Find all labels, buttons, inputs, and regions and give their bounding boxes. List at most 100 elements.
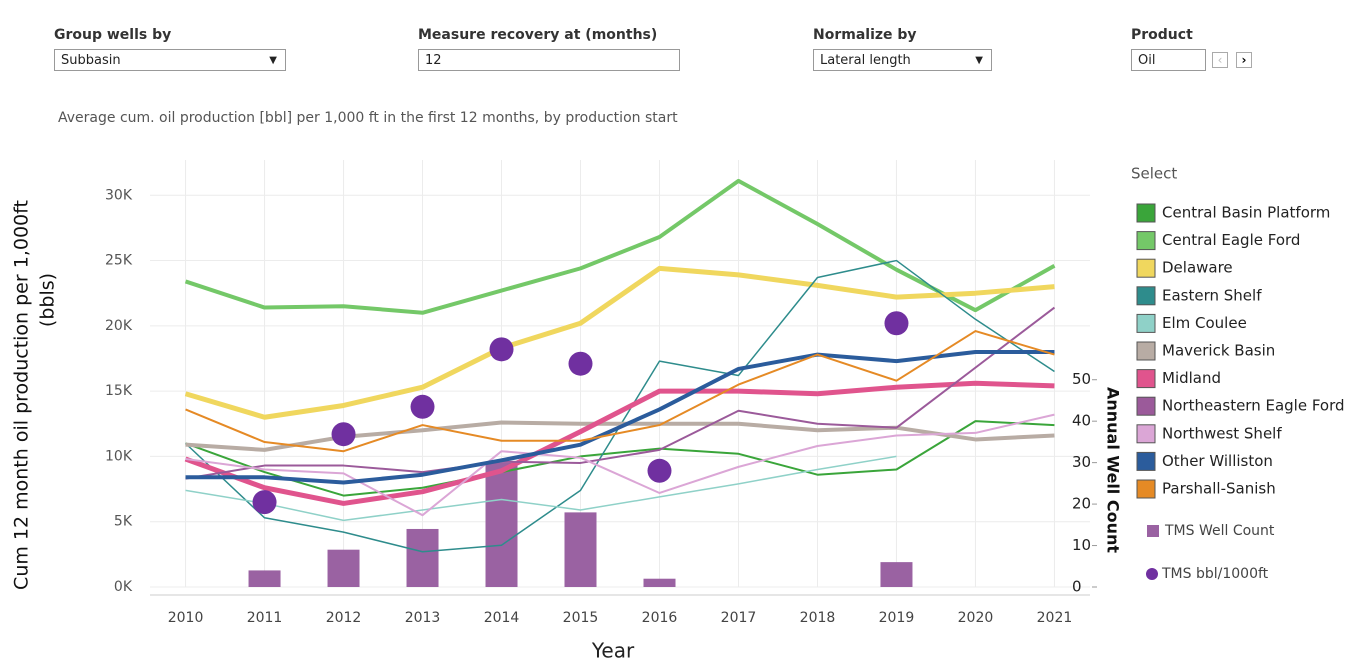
legend-swatch [1136,258,1156,278]
x-tick-label: 2012 [326,610,362,626]
dot [568,351,593,376]
y2-tick-label: 50 [1072,370,1091,388]
y2-axis-label: Annual Well Count [1104,387,1123,553]
series-line [185,306,1056,480]
legend-swatch [1146,568,1158,580]
legend-swatch [1136,286,1156,306]
legend-label: Midland [1162,369,1221,387]
series-line [185,330,1055,453]
x-tick-label: 2020 [958,610,994,626]
y-axis-label: (bbls) [37,273,59,327]
bar [643,578,676,587]
legend-swatch [1136,424,1156,444]
series-line [184,178,1056,315]
dot [331,422,356,447]
y-tick-label: 5K [114,514,133,530]
legend-label: Northwest Shelf [1162,424,1282,442]
x-tick-label: 2010 [168,610,204,626]
legend-label: Other Williston [1162,452,1273,470]
text-input[interactable]: 12 [418,49,680,71]
series-line [185,455,897,522]
dropdown-value: Lateral length [820,53,911,68]
input-value: 12 [425,53,442,68]
dot [410,394,435,419]
control-label: Measure recovery at (months) [418,27,658,43]
months-control: Measure recovery at (months) 12 [418,27,680,71]
legend-label: Central Eagle Ford [1162,231,1300,249]
legend-swatch [1147,525,1159,537]
x-tick-label: 2019 [879,610,915,626]
legend-swatch [1136,231,1156,251]
x-tick-label: 2013 [405,610,441,626]
legend-swatch [1136,396,1156,416]
x-tick-label: 2011 [247,610,283,626]
x-tick-label: 2014 [484,610,520,626]
x-tick-label: 2016 [642,610,678,626]
x-axis-label: Year [591,639,635,663]
legend-label: TMS bbl/1000ft [1161,566,1269,582]
dropdown-value: Subbasin [61,53,121,68]
bar [248,570,281,587]
prev-button[interactable]: ‹ [1212,52,1228,68]
legend-title: Select [1131,165,1177,183]
series-line [185,349,1055,485]
x-tick-label: 2017 [721,610,757,626]
dot [252,490,277,515]
series-line [185,420,1055,452]
legend-swatch [1136,369,1156,389]
y2-tick-label: 30 [1072,453,1091,471]
dot [489,337,514,362]
bar [564,512,597,587]
x-tick-label: 2021 [1037,610,1073,626]
legend-swatch [1136,479,1156,499]
dot [884,311,909,336]
series-line [184,380,1055,506]
next-button[interactable]: › [1236,52,1252,68]
series-line [185,420,1055,497]
legend-swatch [1136,341,1156,361]
y-tick-label: 30K [105,187,133,203]
legend-label: Delaware [1162,259,1233,277]
x-tick-label: 2018 [800,610,836,626]
bar [485,462,518,587]
y-tick-label: 0K [114,579,133,595]
text-input[interactable]: Oil [1131,49,1206,71]
subtitle: Average cum. oil production [bbl] per 1,… [58,110,678,126]
legend-swatch [1136,451,1156,471]
series-line [185,413,1055,517]
legend-label: Northeastern Eagle Ford [1162,397,1345,415]
y2-tick-label: 20 [1072,495,1091,513]
y-tick-label: 25K [105,253,133,269]
input-value: Oil [1138,53,1156,68]
legend-label: Eastern Shelf [1162,286,1262,304]
dropdown[interactable]: Lateral length ▼ [813,49,992,71]
x-tick-label: 2015 [563,610,599,626]
dot [647,458,672,483]
control-label: Normalize by [813,27,917,43]
bar [406,528,439,587]
bar [327,549,360,587]
group-control: Group wells by Subbasin ▼ [54,27,286,71]
legend-swatch [1136,313,1156,333]
bar [880,562,913,587]
legend-label: Central Basin Platform [1162,204,1330,222]
legend-swatch [1136,203,1156,223]
y-tick-label: 20K [105,318,133,334]
y-tick-label: 15K [105,383,133,399]
y2-tick-label: 40 [1072,412,1091,430]
y2-tick-label: 0 [1072,578,1082,596]
series-line [184,265,1055,420]
dropdown[interactable]: Subbasin ▼ [54,49,286,71]
y-tick-label: 10K [105,448,133,464]
control-label: Product [1131,27,1193,43]
legend-label: TMS Well Count [1164,523,1275,539]
legend-label: Elm Coulee [1162,314,1247,332]
y2-tick-label: 10 [1072,536,1091,554]
product-control: Product Oil [1131,27,1206,71]
y-axis-label: Cum 12 month oil production per 1,000ft [11,200,33,590]
legend-label: Maverick Basin [1162,342,1275,360]
control-label: Group wells by [54,27,172,43]
legend-label: Parshall-Sanish [1162,480,1276,498]
